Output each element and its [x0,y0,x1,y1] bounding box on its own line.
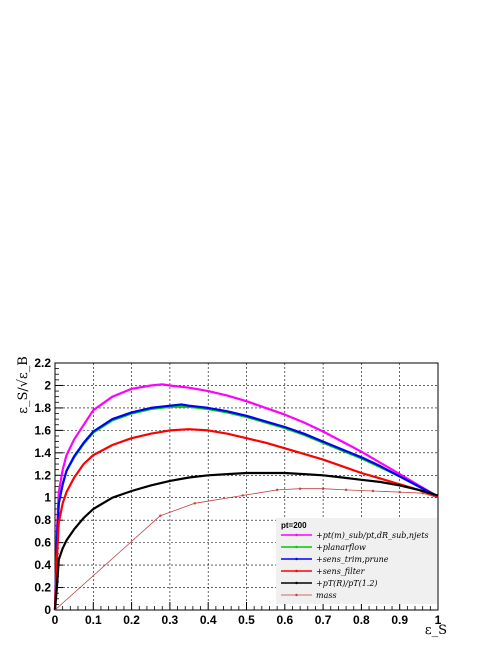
legend-header: pt=200 [281,521,307,530]
y-tick-label: 0.4 [34,558,51,572]
legend-label: +sens_filter [316,567,366,576]
legend-label: mass [316,591,337,600]
x-axis-title: ε_S [425,623,447,638]
y-tick-label: 2 [44,378,51,392]
mass-point [159,514,162,517]
legend-label: +pT(R)/pT(1.2) [316,579,378,588]
mass-point [241,494,244,497]
series-line-1 [53,383,439,611]
x-tick-labels: 0 0.1 0.2 0.3 0.4 0.5 0.6 0.7 0.8 0.9 1 [52,613,442,627]
mass-point [421,492,424,495]
x-tick-label: 0.1 [85,613,102,627]
legend-swatch-marker [295,545,298,549]
y-tick-label: 1.8 [34,401,51,415]
legend-label: +pt(m)_sub/pt,dR_sub,njets [316,531,429,540]
legend-swatch-marker [295,533,298,537]
x-tick-label: 0.2 [123,613,140,627]
x-tick-label: 0.6 [276,613,293,627]
legend-swatch-marker [295,569,298,573]
series-lines [53,383,439,611]
series-line-6 [54,488,439,611]
series-line-5 [53,471,439,611]
mass-point [398,490,401,494]
y-tick-label: 0.2 [34,581,51,595]
legend-label: +sens_trim,prune [316,555,389,564]
legend-swatch-marker [295,581,298,585]
y-tick-label: 2.2 [34,356,51,370]
legend-box [276,518,437,604]
legend: pt=200 +pt(m)_sub/pt,dR_sub,njets +planar… [276,518,437,604]
x-tick-label: 1 [435,613,442,627]
x-tick-label: 0.3 [162,613,179,627]
y-axis-title: ε_S/√ε_B [16,356,31,414]
mass-point [275,488,279,492]
x-tick-label: 0.7 [315,613,332,627]
y-tick-labels: 0 0.2 0.4 0.6 0.8 1 1.2 1.4 1.6 1.8 2 2.2 [34,356,51,617]
y-tick-label: 0 [44,603,51,617]
mass-point [321,487,325,490]
x-tick-label: 0.9 [391,613,408,627]
legend-swatch-marker [295,557,298,561]
y-tick-label: 1.4 [34,446,51,460]
y-tick-label: 1.6 [34,423,51,437]
series-line-4 [53,428,439,611]
y-tick-label: 0.8 [34,513,51,527]
y-tick-label: 1.2 [34,468,51,482]
x-tick-label: 0.5 [238,613,255,627]
legend-label: +planarflow [316,543,366,552]
x-tick-label: 0 [52,613,59,627]
series-line-3 [53,403,439,611]
legend-entries: +pt(m)_sub/pt,dR_sub,njets +planarflow +se… [281,531,429,600]
mass-point [344,488,348,492]
mass-point [298,487,302,490]
x-tick-label: 0.8 [353,613,370,627]
y-axis-title-text: ε_S/√ε_B [16,356,31,414]
y-tick-label: 0.6 [34,536,51,550]
y-tick-label: 1 [44,491,51,505]
x-tick-label: 0.4 [200,613,217,627]
mass-point [371,489,375,493]
mass-point [193,502,196,505]
legend-swatch-marker [295,593,298,597]
